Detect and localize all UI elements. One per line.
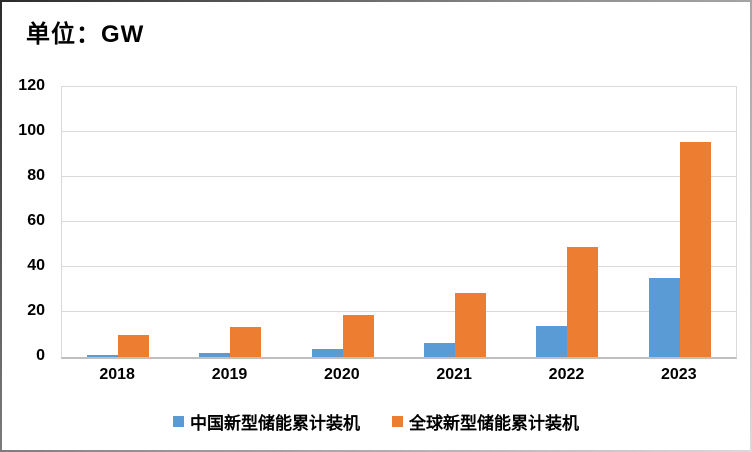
y-tick-label: 120 [18, 77, 45, 94]
x-tick-label: 2023 [661, 366, 697, 383]
x-tick-label: 2018 [99, 366, 135, 383]
bar-china-2018 [87, 354, 119, 357]
bar-group-2020 [287, 87, 399, 357]
x-tick-label: 2020 [324, 366, 360, 383]
bar-group-2019 [174, 87, 286, 357]
y-tick-label: 80 [27, 167, 45, 184]
gridline [62, 266, 736, 267]
gridline [62, 176, 736, 177]
gridline [62, 131, 736, 132]
bar-china-2020 [311, 349, 343, 357]
bar-global-2022 [567, 246, 599, 357]
x-tick-label: 2021 [436, 366, 472, 383]
legend-label-china: 中国新型储能累计装机 [190, 414, 360, 433]
gridline [62, 311, 736, 312]
y-tick-label: 60 [27, 212, 45, 229]
bar-group-2021 [399, 87, 511, 357]
y-axis: 0 20 40 60 80 100 120 [2, 78, 50, 364]
bar-group-2023 [624, 87, 736, 357]
bar-global-2018 [118, 334, 150, 357]
legend-item-global: 全球新型储能累计装机 [392, 409, 579, 434]
bar-china-2019 [199, 352, 231, 357]
bar-china-2023 [648, 278, 680, 357]
bar-global-2021 [455, 293, 487, 357]
bar-china-2021 [424, 342, 456, 357]
china-series-swatch [173, 416, 184, 427]
gridline [62, 221, 736, 222]
y-tick-label: 0 [36, 347, 45, 364]
bar-row [62, 87, 736, 357]
y-tick-label: 40 [27, 257, 45, 274]
bar-global-2020 [342, 315, 374, 357]
bar-group-2022 [511, 87, 623, 357]
bar-china-2022 [536, 326, 568, 357]
global-series-swatch [392, 416, 403, 427]
legend-label-global: 全球新型储能累计装机 [409, 414, 579, 433]
chart-title: 单位：GW [26, 21, 145, 48]
legend: 中国新型储能累计装机 全球新型储能累计装机 [2, 409, 750, 434]
y-tick-label: 100 [18, 122, 45, 139]
legend-item-china: 中国新型储能累计装机 [173, 409, 360, 434]
y-tick-label: 20 [27, 302, 45, 319]
bar-global-2019 [230, 326, 262, 357]
x-tick-label: 2022 [548, 366, 585, 383]
plot-area [61, 86, 737, 359]
bar-group-2018 [62, 87, 174, 357]
bar-global-2023 [679, 142, 711, 357]
x-tick-label: 2019 [211, 366, 248, 383]
x-axis: 2018 2019 2020 2021 2022 2023 [61, 366, 735, 384]
